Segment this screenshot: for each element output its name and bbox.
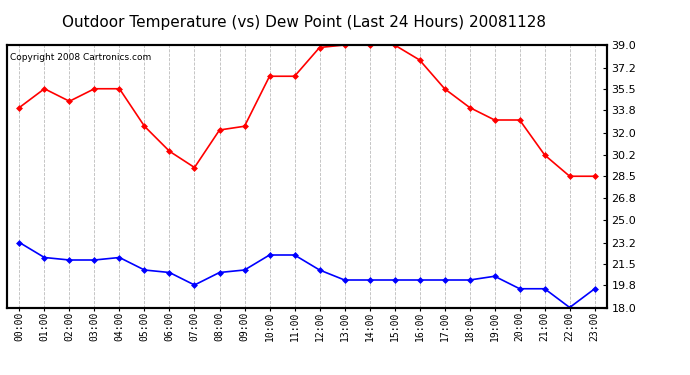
Text: Copyright 2008 Cartronics.com: Copyright 2008 Cartronics.com xyxy=(10,53,151,62)
Text: Outdoor Temperature (vs) Dew Point (Last 24 Hours) 20081128: Outdoor Temperature (vs) Dew Point (Last… xyxy=(61,15,546,30)
